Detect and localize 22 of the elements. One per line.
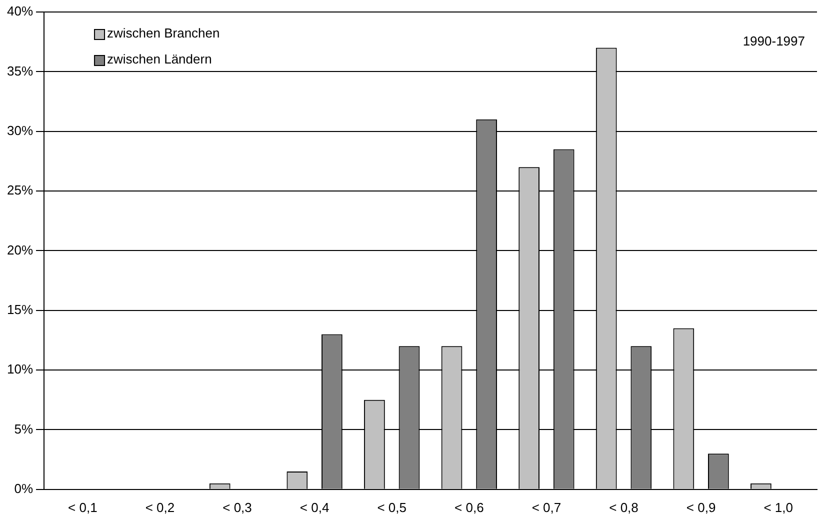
x-tick-label: < 0,2 — [145, 500, 175, 515]
y-tick-label: 35% — [6, 63, 34, 78]
x-tick-label: < 1,0 — [764, 500, 793, 515]
x-tick-label: < 0,4 — [300, 500, 330, 515]
legend-label: zwischen Branchen — [107, 26, 220, 41]
x-tick-label: < 0,7 — [532, 500, 562, 515]
y-tick-label: 25% — [6, 182, 34, 198]
x-tick-label: < 0,3 — [222, 500, 252, 515]
x-tick-label: < 0,9 — [686, 500, 716, 515]
y-tick-label: 0% — [14, 480, 34, 496]
annotation: 1990-1997 — [742, 34, 805, 49]
x-tick-label: < 0,5 — [377, 500, 406, 515]
y-tick-label: 15% — [6, 302, 34, 317]
x-tick-label: < 0,1 — [68, 500, 98, 515]
y-tick-label: 5% — [14, 421, 34, 436]
x-tick-label: < 0,6 — [454, 500, 484, 515]
y-tick-label: 30% — [6, 122, 34, 138]
y-tick-label: 10% — [6, 362, 34, 377]
y-tick-label: 40% — [6, 4, 34, 19]
x-tick-label: < 0,8 — [609, 500, 638, 515]
y-tick-label: 20% — [6, 242, 34, 258]
legend-label: zwischen Ländern — [107, 52, 212, 67]
